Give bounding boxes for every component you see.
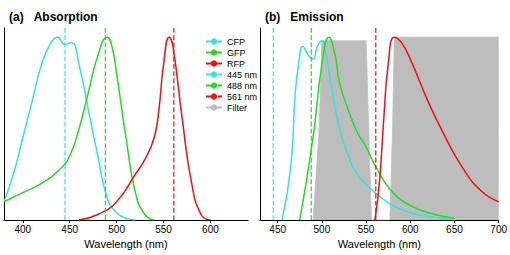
svg-text:561 nm: 561 nm: [227, 92, 257, 102]
svg-text:650: 650: [446, 224, 463, 235]
svg-text:RFP: RFP: [227, 59, 245, 69]
svg-text:Absorption: Absorption: [34, 10, 98, 24]
svg-text:Wavelength (nm): Wavelength (nm): [338, 238, 421, 250]
svg-text:450: 450: [269, 224, 286, 235]
svg-text:550: 550: [155, 224, 172, 235]
svg-text:500: 500: [108, 224, 125, 235]
svg-text:CFP: CFP: [227, 37, 245, 47]
svg-text:445 nm: 445 nm: [227, 70, 257, 80]
svg-text:Emission: Emission: [290, 10, 343, 24]
svg-text:600: 600: [402, 224, 419, 235]
svg-text:550: 550: [358, 224, 375, 235]
svg-text:700: 700: [490, 224, 507, 235]
svg-text:Wavelength (nm): Wavelength (nm): [84, 238, 167, 250]
svg-text:GFP: GFP: [227, 48, 246, 58]
svg-text:600: 600: [202, 224, 219, 235]
svg-text:488 nm: 488 nm: [227, 81, 257, 91]
svg-text:(a): (a): [9, 10, 24, 24]
svg-text:Filter: Filter: [227, 103, 247, 113]
svg-text:500: 500: [314, 224, 331, 235]
svg-text:400: 400: [14, 224, 31, 235]
svg-text:(b): (b): [265, 10, 280, 24]
svg-text:450: 450: [61, 224, 78, 235]
